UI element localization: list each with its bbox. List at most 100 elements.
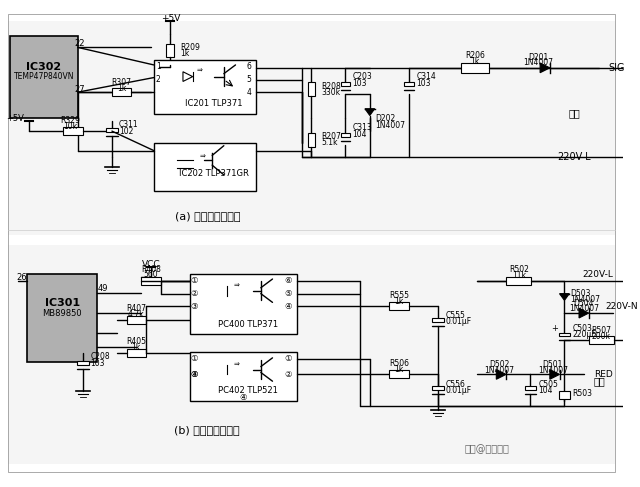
Text: 49: 49 [97, 284, 108, 293]
Bar [404, 82, 413, 86]
Text: PC400 TLP371: PC400 TLP371 [218, 320, 278, 329]
Bar [190, 352, 297, 401]
Text: C556: C556 [445, 380, 465, 389]
Text: IC202 TLP371GR: IC202 TLP371GR [179, 169, 249, 178]
Text: 1k: 1k [394, 297, 404, 306]
Text: R555: R555 [389, 291, 409, 300]
Text: 200k: 200k [592, 332, 611, 341]
Text: 220μF: 220μF [572, 330, 596, 339]
Text: +5V: +5V [161, 14, 180, 23]
Text: D201: D201 [528, 53, 548, 62]
Text: 103: 103 [352, 79, 367, 88]
Bar [308, 133, 316, 147]
Text: C314: C314 [417, 72, 436, 81]
Text: 1k: 1k [470, 56, 479, 66]
Text: 0.01μF: 0.01μF [445, 387, 472, 395]
Text: 0.01μF: 0.01μF [445, 318, 472, 326]
Bar [190, 274, 297, 335]
Bar [8, 245, 615, 464]
Bar [340, 82, 350, 86]
Text: 22: 22 [74, 39, 85, 48]
Text: D504: D504 [573, 299, 594, 308]
Text: 4: 4 [246, 88, 251, 97]
Text: ②: ② [284, 370, 292, 379]
Text: IC301: IC301 [45, 299, 80, 308]
Text: ④: ④ [239, 393, 247, 402]
Text: PC402 TLP521: PC402 TLP521 [218, 387, 278, 395]
Polygon shape [550, 370, 559, 379]
Text: 220V-N: 220V-N [605, 302, 638, 311]
Text: 104: 104 [352, 130, 367, 138]
Text: 104: 104 [538, 387, 553, 395]
Text: 560: 560 [143, 270, 158, 279]
Bar [63, 127, 83, 135]
Text: 1k: 1k [180, 49, 189, 58]
Text: 1k: 1k [394, 365, 404, 374]
Text: +5V: +5V [6, 114, 24, 123]
Text: R408: R408 [141, 265, 161, 274]
Bar [559, 391, 570, 399]
Text: ⇒: ⇒ [234, 362, 239, 368]
Text: +: + [551, 324, 557, 333]
Text: D503: D503 [570, 289, 591, 298]
Text: 1k: 1k [117, 84, 126, 93]
Text: 1k: 1k [132, 343, 141, 352]
Text: IC201 TLP371: IC201 TLP371 [186, 99, 243, 108]
Text: C555: C555 [445, 311, 465, 319]
Polygon shape [540, 63, 550, 73]
Text: 102: 102 [119, 127, 133, 135]
Text: D501: D501 [543, 360, 563, 369]
Text: (a) 室内机通信电路: (a) 室内机通信电路 [175, 211, 240, 221]
Text: 1N4007: 1N4007 [538, 366, 568, 375]
Text: ⑤: ⑤ [284, 289, 292, 298]
Polygon shape [559, 294, 570, 300]
Text: ⇒: ⇒ [200, 153, 205, 159]
Text: C203: C203 [352, 72, 372, 81]
Bar [154, 60, 256, 113]
Text: IC302: IC302 [26, 62, 61, 72]
Text: R329: R329 [60, 116, 80, 125]
Bar [8, 21, 615, 235]
Text: 1N4007: 1N4007 [569, 304, 599, 313]
Text: ②: ② [191, 289, 198, 298]
Bar [166, 43, 174, 57]
Text: ⑥: ⑥ [284, 277, 292, 285]
Bar [127, 349, 146, 357]
Text: SIG: SIG [608, 63, 625, 73]
Text: R502: R502 [509, 265, 529, 274]
Polygon shape [365, 109, 374, 115]
Bar [106, 128, 118, 132]
Text: 220V-L: 220V-L [582, 270, 613, 279]
Text: R208: R208 [321, 82, 341, 91]
Text: 10k: 10k [63, 122, 77, 131]
Text: C311: C311 [119, 120, 138, 129]
Text: R507: R507 [591, 326, 611, 335]
Text: ⇒: ⇒ [196, 68, 202, 74]
Text: R405: R405 [126, 337, 147, 346]
Bar [461, 63, 488, 73]
Bar [340, 133, 350, 137]
Text: 5: 5 [246, 75, 251, 84]
Text: 1N4007: 1N4007 [376, 121, 406, 130]
Text: 26: 26 [17, 273, 28, 281]
Text: 220V-L: 220V-L [557, 152, 591, 162]
Bar [389, 302, 409, 310]
Text: 1N4007: 1N4007 [523, 58, 553, 68]
Text: 5.1k: 5.1k [321, 138, 338, 147]
Text: D502: D502 [489, 360, 509, 369]
Text: MB89850: MB89850 [42, 309, 82, 318]
Text: R407: R407 [126, 304, 147, 313]
Text: 330k: 330k [321, 88, 340, 97]
Text: R206: R206 [465, 51, 485, 60]
Text: C503: C503 [572, 324, 592, 333]
Text: 27: 27 [74, 85, 85, 94]
Bar [141, 277, 161, 285]
Bar [77, 361, 88, 365]
Text: C313: C313 [352, 123, 372, 131]
Bar [28, 274, 97, 362]
Text: ①: ① [191, 355, 198, 363]
Bar [432, 386, 444, 390]
Bar [506, 277, 531, 285]
Text: 1N4007: 1N4007 [484, 366, 515, 375]
Text: 通信: 通信 [594, 376, 605, 386]
